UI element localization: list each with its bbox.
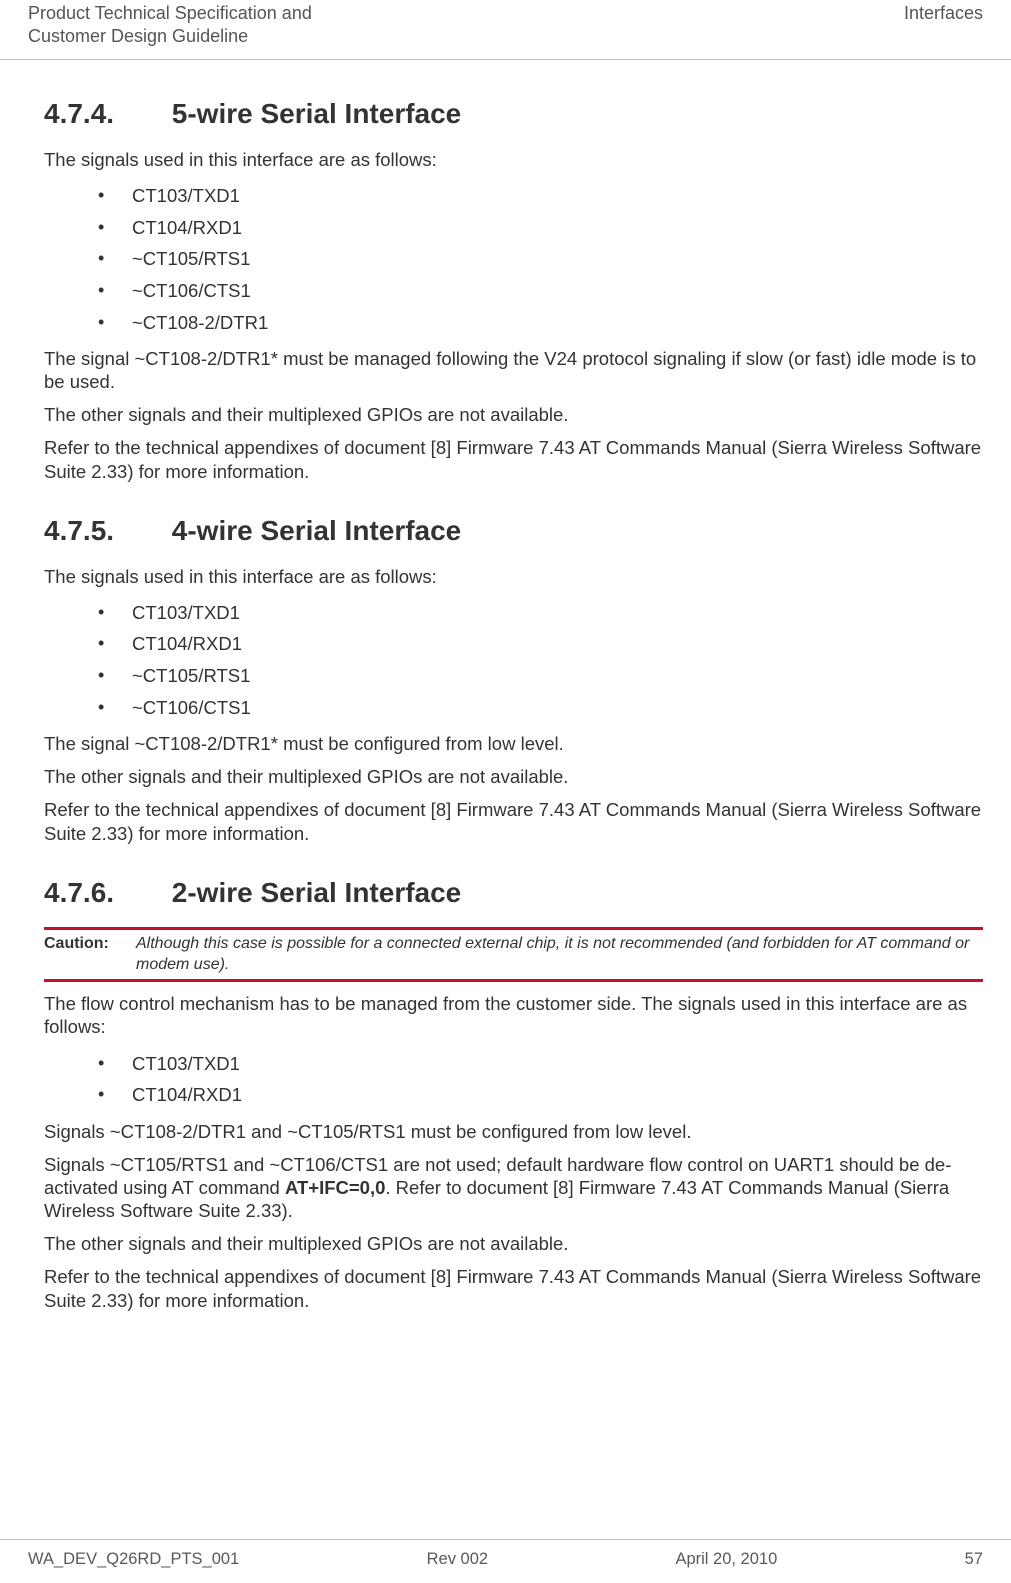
- section474-intro: The signals used in this interface are a…: [44, 148, 983, 171]
- heading-475: 4.7.5. 4-wire Serial Interface: [44, 515, 983, 547]
- header-right: Interfaces: [904, 2, 983, 25]
- section475-bullets: CT103/TXD1 CT104/RXD1 ~CT105/RTS1 ~CT106…: [44, 598, 983, 722]
- list-item: ~CT106/CTS1: [98, 276, 983, 306]
- section474-p3: Refer to the technical appendixes of doc…: [44, 436, 983, 482]
- heading-474-number: 4.7.4.: [44, 98, 164, 130]
- section474-p2: The other signals and their multiplexed …: [44, 403, 983, 426]
- heading-476: 4.7.6. 2-wire Serial Interface: [44, 877, 983, 909]
- footer-page-number: 57: [965, 1550, 983, 1569]
- list-item: CT103/TXD1: [98, 1049, 983, 1079]
- section474-p1: The signal ~CT108-2/DTR1* must be manage…: [44, 347, 983, 393]
- list-item: CT104/RXD1: [98, 1080, 983, 1110]
- footer-rev: Rev 002: [427, 1550, 488, 1569]
- caution-text: Although this case is possible for a con…: [136, 934, 983, 976]
- section476-p3-bold: AT+IFC=0,0: [285, 1177, 385, 1198]
- caution-inner: Caution: Although this case is possible …: [44, 934, 983, 976]
- section475-intro: The signals used in this interface are a…: [44, 565, 983, 588]
- list-item: ~CT106/CTS1: [98, 693, 983, 723]
- section476-p4: The other signals and their multiplexed …: [44, 1232, 983, 1255]
- heading-475-title: 4-wire Serial Interface: [172, 515, 461, 546]
- list-item: ~CT105/RTS1: [98, 244, 983, 274]
- heading-476-number: 4.7.6.: [44, 877, 164, 909]
- footer-date: April 20, 2010: [675, 1550, 777, 1569]
- caution-box: Caution: Although this case is possible …: [44, 927, 983, 983]
- page: Product Technical Specification and Cust…: [0, 0, 1011, 1583]
- section476-bullets: CT103/TXD1 CT104/RXD1: [44, 1049, 983, 1110]
- heading-476-title: 2-wire Serial Interface: [172, 877, 461, 908]
- header-left: Product Technical Specification and Cust…: [28, 2, 312, 47]
- list-item: CT103/TXD1: [98, 598, 983, 628]
- list-item: CT104/RXD1: [98, 213, 983, 243]
- section476-p3: Signals ~CT105/RTS1 and ~CT106/CTS1 are …: [44, 1153, 983, 1222]
- section475-p3: Refer to the technical appendixes of doc…: [44, 798, 983, 844]
- list-item: ~CT105/RTS1: [98, 661, 983, 691]
- heading-474-title: 5-wire Serial Interface: [172, 98, 461, 129]
- page-content: 4.7.4. 5-wire Serial Interface The signa…: [0, 60, 1011, 1312]
- heading-474: 4.7.4. 5-wire Serial Interface: [44, 98, 983, 130]
- page-header: Product Technical Specification and Cust…: [0, 0, 1011, 60]
- footer-doc-id: WA_DEV_Q26RD_PTS_001: [28, 1550, 239, 1569]
- header-title-line2: Customer Design Guideline: [28, 26, 248, 46]
- list-item: CT104/RXD1: [98, 629, 983, 659]
- section474-bullets: CT103/TXD1 CT104/RXD1 ~CT105/RTS1 ~CT106…: [44, 181, 983, 337]
- list-item: ~CT108-2/DTR1: [98, 308, 983, 338]
- list-item: CT103/TXD1: [98, 181, 983, 211]
- section476-p1: The flow control mechanism has to be man…: [44, 992, 983, 1038]
- section475-p1: The signal ~CT108-2/DTR1* must be config…: [44, 732, 983, 755]
- section476-p2: Signals ~CT108-2/DTR1 and ~CT105/RTS1 mu…: [44, 1120, 983, 1143]
- caution-label: Caution:: [44, 934, 136, 976]
- header-section-name: Interfaces: [904, 3, 983, 23]
- section475-p2: The other signals and their multiplexed …: [44, 765, 983, 788]
- heading-475-number: 4.7.5.: [44, 515, 164, 547]
- header-title-line1: Product Technical Specification and: [28, 3, 312, 23]
- section476-p5: Refer to the technical appendixes of doc…: [44, 1265, 983, 1311]
- page-footer: WA_DEV_Q26RD_PTS_001 Rev 002 April 20, 2…: [0, 1539, 1011, 1569]
